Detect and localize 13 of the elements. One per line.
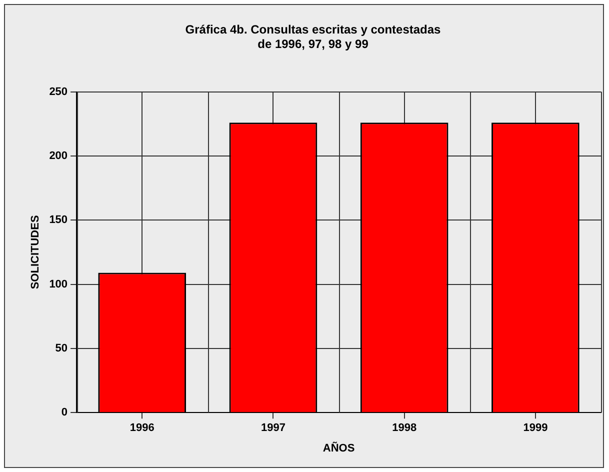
y-tick-label: 100	[49, 278, 68, 290]
x-axis-title: AÑOS	[322, 441, 355, 454]
x-tick-label: 1998	[392, 422, 417, 434]
chart-title: Gráfica 4b. Consultas escritas y contestadas de 1996, 97, 98 y 99	[185, 22, 442, 51]
x-tick-label: 1999	[523, 422, 548, 434]
y-tick-label: 250	[49, 86, 68, 98]
y-tick-label: 50	[55, 342, 68, 354]
x-tick-label: 1996	[130, 422, 154, 434]
y-tick-label: 0	[61, 406, 68, 419]
x-tick-label: 1997	[260, 422, 286, 434]
y-tick-label: 150	[49, 214, 68, 226]
y-axis-title: SOLICITUDES	[30, 215, 42, 290]
y-tick-label: 200	[49, 150, 68, 162]
